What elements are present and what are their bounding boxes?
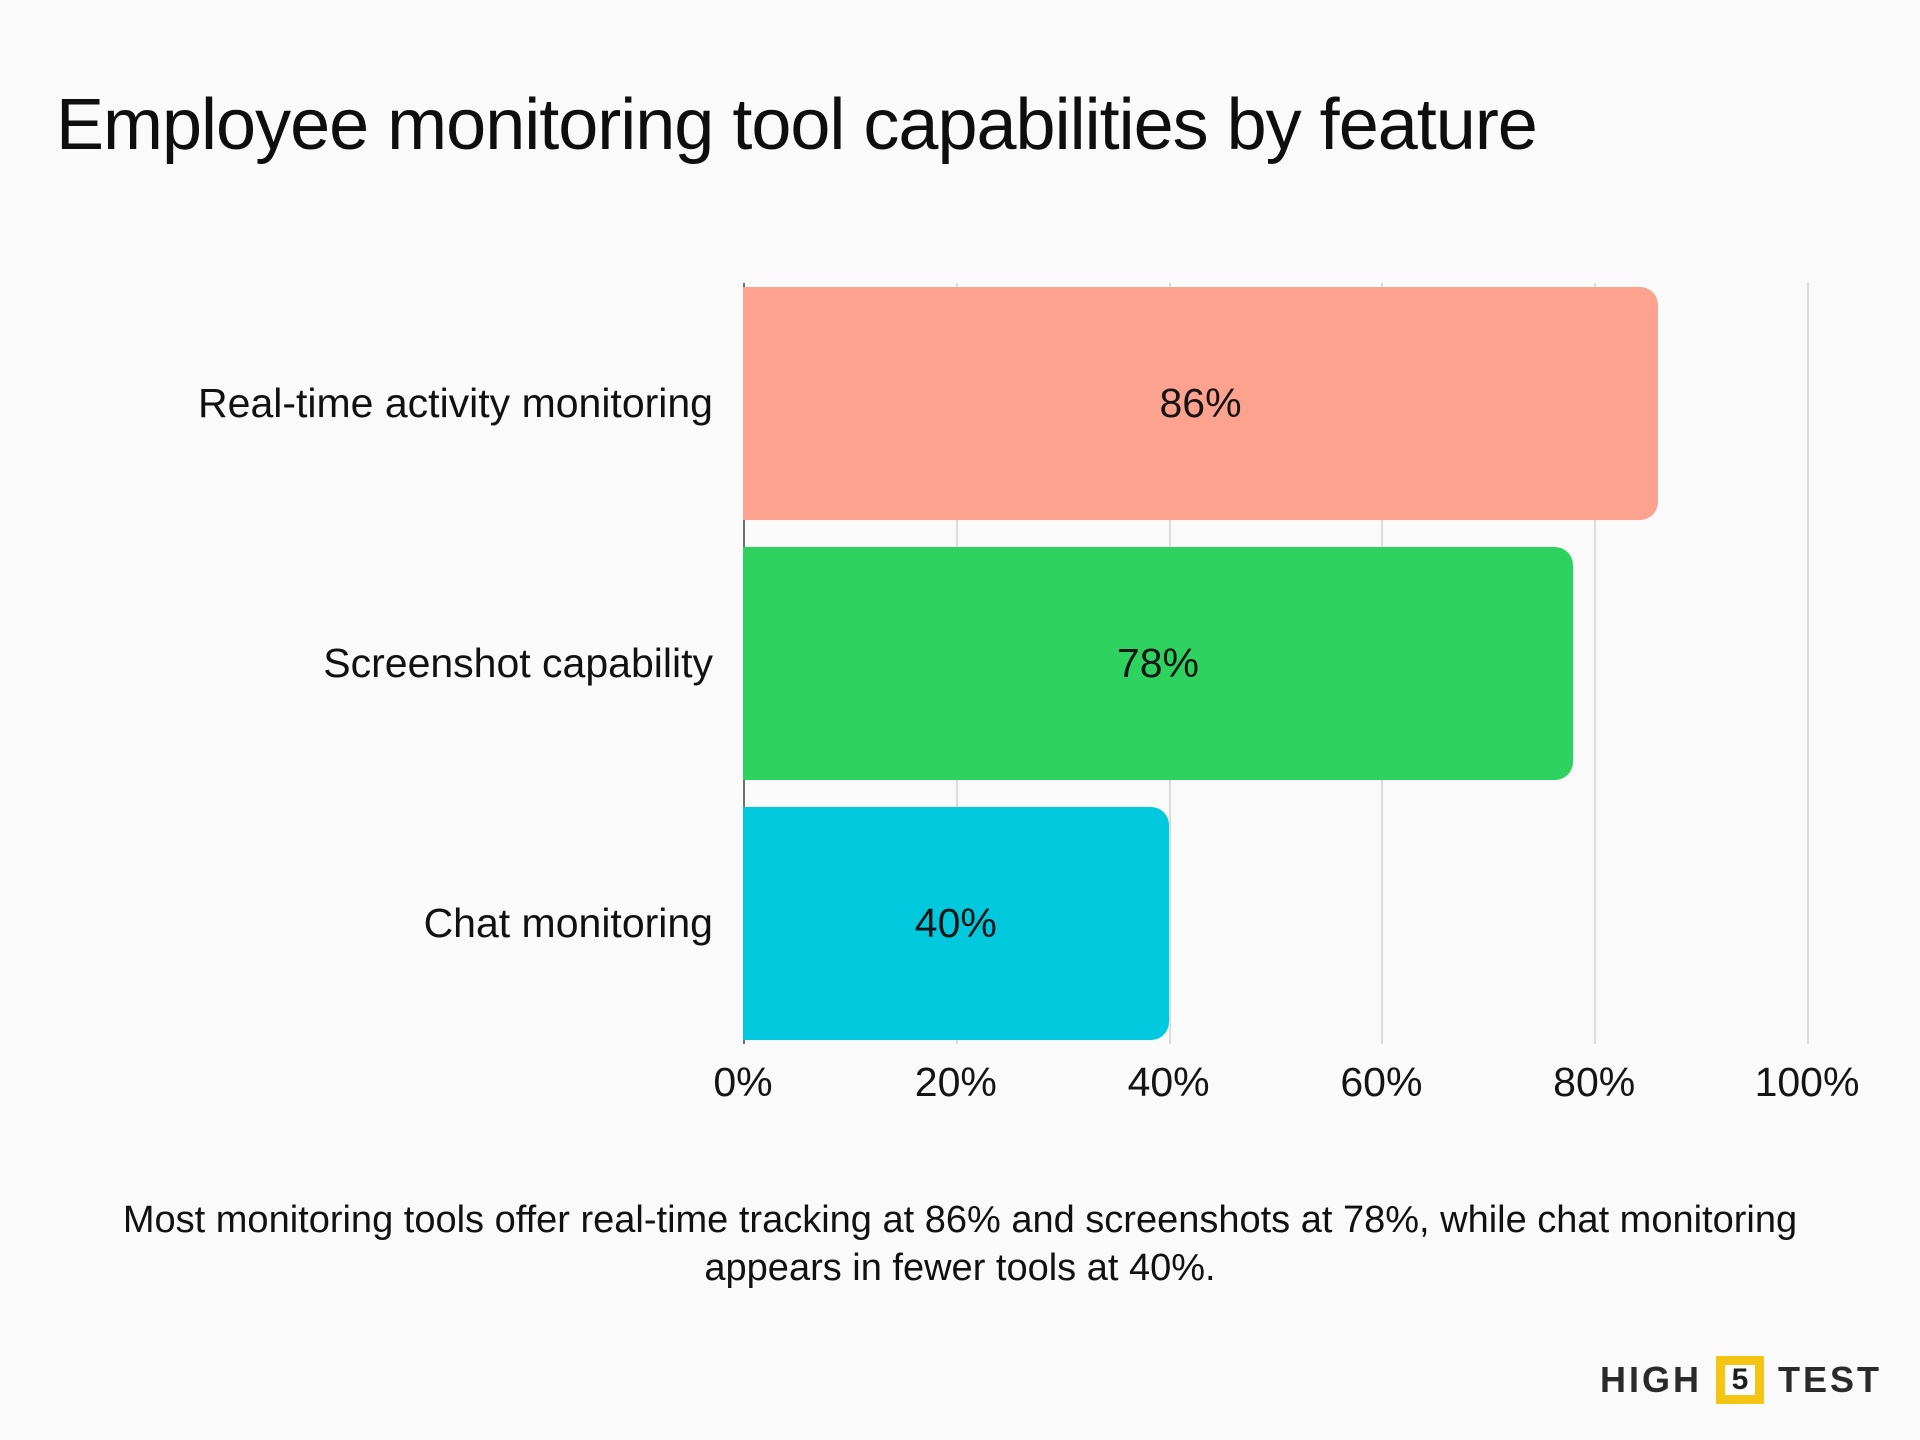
x-tick-label: 60% bbox=[1340, 1059, 1423, 1105]
bar: 78% bbox=[743, 547, 1573, 780]
bar-row: Real-time activity monitoring 86% bbox=[0, 287, 1920, 520]
bar-value-label: 78% bbox=[1116, 640, 1199, 686]
category-label: Screenshot capability bbox=[323, 640, 713, 686]
bar-row: Chat monitoring 40% bbox=[0, 807, 1920, 1040]
x-tick-label: 80% bbox=[1553, 1059, 1636, 1105]
x-tick-label: 100% bbox=[1754, 1059, 1860, 1105]
category-label: Chat monitoring bbox=[423, 900, 713, 946]
logo-digit-5: 5 bbox=[1731, 1363, 1749, 1396]
gridline-80% bbox=[1594, 283, 1597, 1044]
bar: 40% bbox=[743, 807, 1169, 1040]
category-label: Real-time activity monitoring bbox=[198, 380, 713, 426]
logo-word-test: TEST bbox=[1777, 1359, 1882, 1400]
logo-5-box: 5 bbox=[1715, 1356, 1764, 1404]
high5test-logo: HIGH 5 TEST bbox=[1600, 1356, 1882, 1404]
bar-chart: Real-time activity monitoring 86% Screensh… bbox=[0, 283, 1920, 1127]
x-tick-label: 0% bbox=[713, 1059, 773, 1105]
chart-title: Employee monitoring tool capabilities by… bbox=[56, 85, 1538, 165]
logo-word-high: HIGH bbox=[1599, 1359, 1702, 1400]
bar: 86% bbox=[743, 287, 1659, 520]
gridline-100% bbox=[1807, 283, 1809, 1044]
x-tick-label: 20% bbox=[914, 1059, 997, 1105]
bar-row: Screenshot capability 78% bbox=[0, 547, 1920, 780]
chart-caption: Most monitoring tools offer real-time tr… bbox=[122, 1199, 1798, 1289]
bar-value-label: 40% bbox=[914, 900, 997, 946]
x-tick-label: 40% bbox=[1127, 1059, 1210, 1105]
bar-value-label: 86% bbox=[1159, 380, 1242, 426]
